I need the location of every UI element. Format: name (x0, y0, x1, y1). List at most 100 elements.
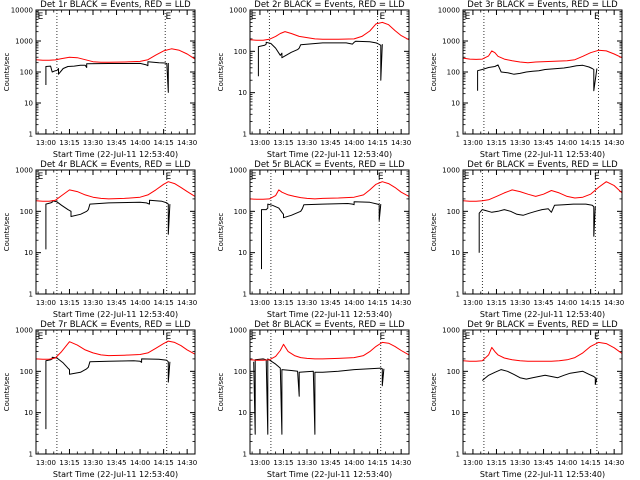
x-tick-label: 13:45 (320, 299, 340, 307)
series-line-events (45, 199, 171, 250)
x-tick-label: 14:15 (581, 139, 601, 147)
y-tick-label: 1 (243, 451, 247, 459)
x-tick-label: 13:15 (59, 299, 79, 307)
y-tick-label: 100 (20, 69, 33, 77)
x-axis-label: Start Time (22-Jul-11 12:53:40) (480, 470, 605, 479)
plot-frame (462, 329, 623, 455)
y-tick-label: 1 (456, 451, 460, 459)
y-axis-label: Counts/sec (430, 373, 438, 412)
y-tick-label: 10 (24, 100, 33, 108)
x-tick-label: 13:30 (297, 299, 317, 307)
x-tick-label: 13:45 (320, 139, 340, 147)
y-tick-label: 1 (29, 131, 33, 139)
x-axis-label: Start Time (22-Jul-11 12:53:40) (53, 150, 178, 159)
detector-panel-4: Det 4r BLACK = Events, RED = LLD Counts/s… (3, 160, 197, 319)
x-tick-label: 13:15 (486, 139, 506, 147)
x-tick-label: 14:15 (154, 459, 174, 467)
x-tick-label: 14:15 (368, 299, 388, 307)
x-tick-label: 14:30 (391, 139, 411, 147)
marker-label: E (38, 172, 44, 182)
marker-label: E (594, 172, 600, 182)
x-tick-label: 14:00 (557, 139, 577, 147)
y-tick-label: 1 (29, 451, 33, 459)
series-line-events (477, 64, 598, 92)
marker-label: E (165, 12, 171, 22)
x-tick-label: 13:30 (83, 139, 103, 147)
x-tick-label: 14:00 (557, 459, 577, 467)
x-tick-label: 13:45 (533, 299, 553, 307)
marker-label: E (38, 12, 44, 22)
x-tick-label: 14:30 (177, 459, 197, 467)
y-tick-label: 10 (24, 409, 33, 417)
plot-frame (35, 169, 196, 295)
panel-title: Det 3r BLACK = Events, RED = LLD (467, 0, 618, 10)
x-axis-label: Start Time (22-Jul-11 12:53:40) (267, 310, 392, 319)
x-tick-label: 14:30 (391, 299, 411, 307)
detector-panel-5: Det 5r BLACK = Events, RED = LLD Counts/s… (217, 160, 411, 319)
detector-panel-9: Det 9r BLACK = Events, RED = LLD Counts/s… (430, 320, 624, 479)
detector-panel-8: Det 8r BLACK = Events, RED = LLD Counts/s… (217, 320, 411, 479)
y-tick-label: 1000 (15, 38, 33, 46)
series-line-lld (249, 181, 410, 200)
x-tick-label: 13:00 (463, 299, 483, 307)
x-tick-label: 14:30 (604, 139, 624, 147)
panel-title: Det 1r BLACK = Events, RED = LLD (40, 0, 191, 10)
x-tick-label: 13:45 (106, 139, 126, 147)
x-tick-label: 13:15 (486, 299, 506, 307)
x-axis-label: Start Time (22-Jul-11 12:53:40) (53, 470, 178, 479)
y-axis-label: Counts/sec (3, 53, 11, 92)
x-tick-label: 13:45 (320, 459, 340, 467)
y-tick-label: 100 (20, 208, 33, 216)
series-line-lld (462, 181, 623, 202)
y-tick-label: 1000 (442, 167, 460, 175)
y-tick-label: 100 (234, 368, 247, 376)
x-tick-label: 13:30 (510, 299, 530, 307)
x-tick-label: 14:30 (604, 459, 624, 467)
plot-frame (462, 9, 623, 135)
x-tick-label: 13:00 (463, 459, 483, 467)
plot-frame (35, 9, 196, 135)
marker-label: E (465, 12, 471, 22)
panel-title: Det 2r BLACK = Events, RED = LLD (254, 0, 405, 10)
x-tick-label: 14:00 (130, 459, 150, 467)
marker-label: E (165, 332, 171, 342)
x-tick-label: 14:30 (391, 459, 411, 467)
y-tick-label: 1000 (229, 327, 247, 335)
y-tick-label: 100 (447, 368, 460, 376)
y-axis-label: Counts/sec (217, 53, 225, 92)
x-tick-label: 14:00 (557, 299, 577, 307)
x-tick-label: 14:00 (344, 459, 364, 467)
y-tick-label: 1 (456, 291, 460, 299)
y-axis-label: Counts/sec (430, 213, 438, 252)
series-line-lld (249, 341, 410, 361)
x-tick-label: 14:15 (581, 459, 601, 467)
y-tick-label: 10 (238, 89, 247, 97)
y-tick-label: 1000 (442, 38, 460, 46)
detector-panel-3: Det 3r BLACK = Events, RED = LLD Counts/s… (430, 0, 624, 159)
marker-label: E (594, 332, 600, 342)
plot-frame (462, 169, 623, 295)
detector-panel-1: Det 1r BLACK = Events, RED = LLD Counts/s… (3, 0, 197, 159)
marker-label: E (465, 332, 471, 342)
x-tick-label: 13:15 (273, 299, 293, 307)
panel-title: Det 7r BLACK = Events, RED = LLD (40, 320, 191, 330)
marker-label: E (379, 332, 385, 342)
x-tick-label: 14:00 (130, 299, 150, 307)
detector-panel-2: Det 2r BLACK = Events, RED = LLD Counts/s… (217, 0, 411, 159)
x-tick-label: 14:15 (154, 139, 174, 147)
marker-label: E (251, 12, 257, 22)
marker-label: E (251, 172, 257, 182)
x-tick-label: 13:15 (59, 139, 79, 147)
y-tick-label: 10 (238, 409, 247, 417)
series-line-lld (35, 48, 196, 63)
x-tick-label: 14:00 (344, 299, 364, 307)
y-tick-label: 1 (243, 131, 247, 139)
x-axis-label: Start Time (22-Jul-11 12:53:40) (267, 470, 392, 479)
x-axis-label: Start Time (22-Jul-11 12:53:40) (53, 310, 178, 319)
x-axis-label: Start Time (22-Jul-11 12:53:40) (267, 150, 392, 159)
x-tick-label: 13:00 (36, 299, 56, 307)
x-tick-label: 13:00 (250, 459, 270, 467)
x-axis-label: Start Time (22-Jul-11 12:53:40) (480, 310, 605, 319)
x-tick-label: 13:30 (83, 299, 103, 307)
